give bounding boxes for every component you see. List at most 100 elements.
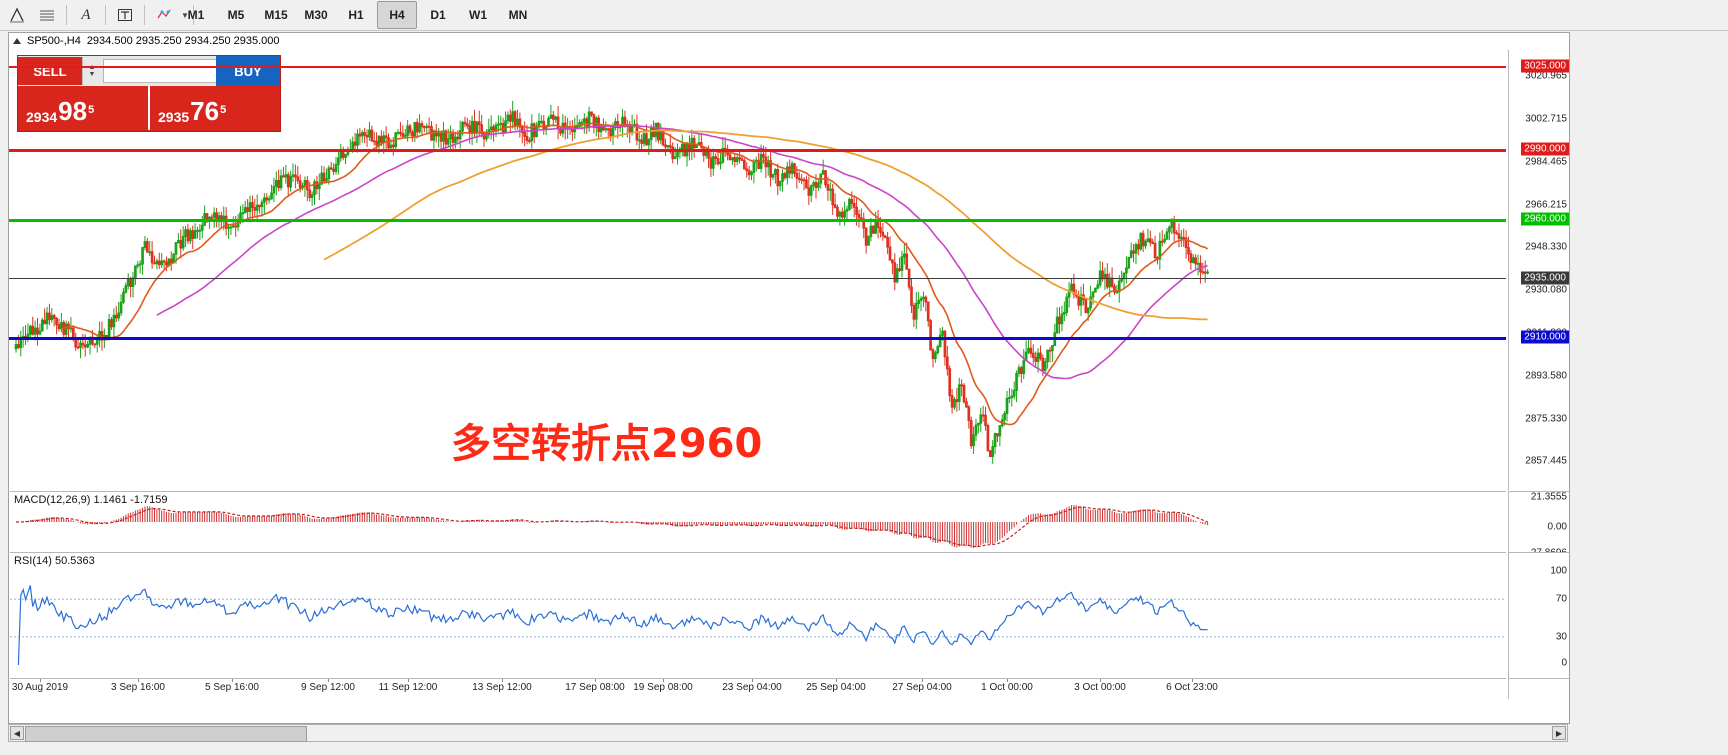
time-tick-mark bbox=[836, 679, 837, 682]
price-level-tag: 3025.000 bbox=[1521, 59, 1569, 73]
price-scale[interactable]: 3020.965 3002.715 2984.465 2966.215 2948.330… bbox=[1508, 50, 1569, 490]
price-tick-label: 2948.330 bbox=[1525, 241, 1567, 253]
price-level-line[interactable] bbox=[9, 66, 1506, 69]
time-tick-label: 17 Sep 08:00 bbox=[565, 682, 625, 693]
time-axis-corner bbox=[1508, 678, 1569, 699]
scrollbar-thumb[interactable] bbox=[25, 726, 307, 742]
time-tick-mark bbox=[40, 679, 41, 682]
ask-big: 76 bbox=[190, 96, 220, 126]
time-tick-mark bbox=[595, 679, 596, 682]
price-tick-label: 2893.580 bbox=[1525, 370, 1567, 382]
sell-button[interactable]: SELL bbox=[18, 57, 82, 85]
toolbar-separator bbox=[144, 5, 145, 25]
timeframe-m15[interactable]: M15 bbox=[264, 8, 288, 22]
chart-header: SP500-,H4 2934.500 2935.250 2934.250 293… bbox=[9, 33, 1569, 49]
rsi-tick-label: 100 bbox=[1550, 565, 1567, 577]
time-tick-label: 30 Aug 2019 bbox=[11, 682, 69, 693]
toolbar-tools: A ▼ bbox=[2, 0, 198, 30]
price-tick-label: 3002.715 bbox=[1525, 113, 1567, 125]
macd-pane[interactable]: MACD(12,26,9) 1.1461 -1.7159 bbox=[10, 491, 1506, 552]
objects-dropdown-caret-icon[interactable]: ▼ bbox=[181, 10, 189, 20]
time-tick-label: 13 Sep 12:00 bbox=[472, 682, 532, 693]
timeframe-d1[interactable]: D1 bbox=[430, 8, 446, 22]
cursor-crosshair-icon[interactable] bbox=[3, 2, 31, 28]
scroll-right-icon[interactable]: ▶ bbox=[1552, 726, 1566, 740]
macd-label: MACD(12,26,9) 1.1461 -1.7159 bbox=[14, 494, 168, 506]
scroll-left-icon[interactable]: ◀ bbox=[10, 726, 24, 740]
time-tick-mark bbox=[328, 679, 329, 682]
toolbar-separator bbox=[66, 5, 67, 25]
time-tick-label: 3 Oct 00:00 bbox=[1074, 682, 1126, 693]
macd-tick-label: 0.00 bbox=[1547, 521, 1567, 533]
volume-stepper[interactable]: ▲ ▼ bbox=[82, 57, 101, 85]
time-tick-label: 11 Sep 12:00 bbox=[378, 682, 438, 693]
rsi-plot bbox=[10, 585, 1506, 666]
price-level-tag: 2960.000 bbox=[1521, 212, 1569, 226]
bid-big: 98 bbox=[58, 96, 88, 126]
rsi-tick-label: 30 bbox=[1555, 631, 1567, 643]
label-icon[interactable] bbox=[111, 2, 139, 28]
timeframe-w1[interactable]: W1 bbox=[469, 8, 487, 22]
price-tick-label: 2857.445 bbox=[1525, 455, 1567, 467]
timeframe-h4[interactable]: H4 bbox=[377, 1, 417, 29]
timeframe-h1[interactable]: H1 bbox=[348, 8, 364, 22]
price-level-line[interactable] bbox=[9, 337, 1506, 341]
time-tick-mark bbox=[1100, 679, 1101, 682]
bid-price[interactable]: 2934 98 5 bbox=[18, 86, 148, 130]
chart-annotation-text: 多空转折点2960 bbox=[451, 421, 763, 467]
rsi-label: RSI(14) 50.5363 bbox=[14, 555, 95, 567]
horizontal-scrollbar[interactable]: ◀ ▶ bbox=[8, 724, 1568, 742]
price-level-tag: 2990.000 bbox=[1521, 142, 1569, 156]
toolbar: A ▼ M1 M5 M15 M30 H1 H4 D1 W1 MN bbox=[0, 0, 1728, 31]
time-tick-mark bbox=[663, 679, 664, 682]
trade-panel-top: SELL ▲▼ 1.00 BUY bbox=[18, 56, 280, 86]
chart-symbol-label: SP500-,H4 bbox=[27, 35, 81, 47]
time-tick-label: 1 Oct 00:00 bbox=[981, 682, 1033, 693]
toolbar-separator bbox=[192, 5, 194, 25]
price-level-line[interactable] bbox=[9, 278, 1506, 280]
price-tick-label: 2984.465 bbox=[1525, 156, 1567, 168]
grid-icon[interactable] bbox=[33, 2, 61, 28]
bid-sup: 5 bbox=[88, 104, 95, 116]
timeframe-m30[interactable]: M30 bbox=[304, 8, 328, 22]
chart-ohlc-label: 2934.500 2935.250 2934.250 2935.000 bbox=[86, 35, 280, 47]
text-icon[interactable]: A bbox=[81, 6, 91, 23]
price-level-line[interactable] bbox=[9, 219, 1506, 223]
price-level-tag: 2910.000 bbox=[1521, 330, 1569, 344]
price-candles bbox=[14, 100, 1209, 464]
ask-price[interactable]: 2935 76 5 bbox=[148, 86, 280, 130]
collapse-triangle-icon[interactable] bbox=[13, 38, 21, 44]
time-tick-mark bbox=[502, 679, 503, 682]
price-tick-label: 2930.080 bbox=[1525, 284, 1567, 296]
time-tick-mark bbox=[1192, 679, 1193, 682]
time-tick-label: 6 Oct 23:00 bbox=[1166, 682, 1218, 693]
time-axis: 30 Aug 2019 3 Sep 16:00 5 Sep 16:00 9 Sep 1… bbox=[10, 678, 1506, 699]
trade-panel-prices: 2934 98 5 2935 76 5 bbox=[18, 86, 280, 130]
toolbar-separator bbox=[105, 5, 106, 25]
time-tick-label: 19 Sep 08:00 bbox=[633, 682, 693, 693]
time-tick-mark bbox=[408, 679, 409, 682]
buy-button[interactable]: BUY bbox=[216, 56, 280, 86]
timeframe-mn[interactable]: MN bbox=[508, 8, 528, 22]
rsi-scale: 100 70 30 0 bbox=[1508, 552, 1569, 678]
rsi-tick-label: 70 bbox=[1555, 593, 1567, 605]
time-tick-mark bbox=[138, 679, 139, 682]
objects-icon[interactable] bbox=[150, 2, 178, 28]
timeframe-m1[interactable]: M1 bbox=[187, 8, 205, 22]
time-tick-label: 5 Sep 16:00 bbox=[205, 682, 259, 693]
time-tick-mark bbox=[232, 679, 233, 682]
chart-area[interactable]: SP500-,H4 2934.500 2935.250 2934.250 293… bbox=[8, 32, 1570, 724]
bid-int: 2934 bbox=[26, 109, 58, 125]
time-tick-label: 25 Sep 04:00 bbox=[806, 682, 866, 693]
timeframe-m5[interactable]: M5 bbox=[227, 8, 245, 22]
price-level-line[interactable] bbox=[9, 148, 1506, 152]
time-tick-mark bbox=[1007, 679, 1008, 682]
rsi-pane[interactable]: RSI(14) 50.5363 bbox=[10, 552, 1506, 678]
price-level-tag: 2935.000 bbox=[1521, 271, 1569, 285]
time-tick-label: 27 Sep 04:00 bbox=[892, 682, 952, 693]
macd-tick-label: 21.3555 bbox=[1530, 491, 1567, 503]
price-tick-label: 2966.215 bbox=[1525, 199, 1567, 211]
price-tick-label: 3020.965 bbox=[1525, 70, 1567, 82]
